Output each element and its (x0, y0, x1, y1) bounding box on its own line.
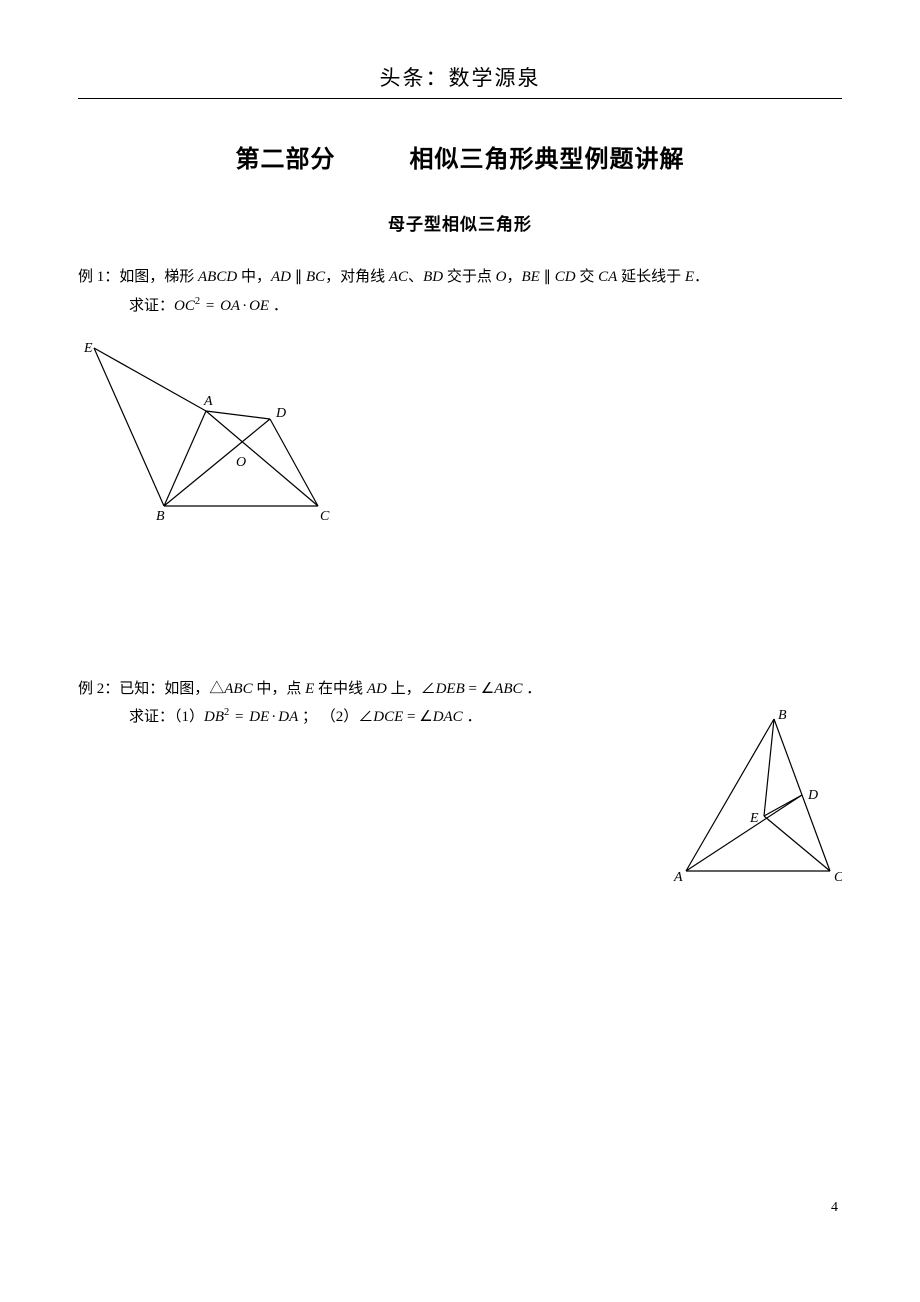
svg-text:B: B (778, 709, 787, 723)
p2-feq2: = ∠ (403, 709, 432, 725)
p2-m1: 中，点 (253, 681, 306, 697)
p1-m5: 交 (576, 269, 599, 285)
section-title-part2: 相似三角形典型例题讲解 (410, 147, 685, 173)
problem-2-text: 例 2：已知：如图，△ABC 中，点 E 在中线 AD 上，∠DEB = ∠AB… (78, 675, 672, 732)
p1-prove-end: ． (269, 298, 288, 314)
problem-1-prove: 求证：OC2 = OA·OE ． (78, 292, 842, 321)
problem-2-row: 例 2：已知：如图，△ABC 中，点 E 在中线 AD 上，∠DEB = ∠AB… (78, 675, 842, 900)
p1-m3: 交于点 (443, 269, 496, 285)
svg-text:A: A (203, 394, 213, 409)
header-text: 头条：数学源泉 (380, 66, 541, 90)
p2-mid: ； （2） (298, 709, 358, 725)
svg-text:A: A (673, 870, 683, 885)
p2-abc2: ABC (494, 681, 522, 697)
p1-ad: AD (271, 269, 291, 285)
page: 头条：数学源泉 第二部分 相似三角形典型例题讲解 母子型相似三角形 例 1：如图… (0, 0, 920, 1302)
p2-ang1: ∠ (421, 681, 436, 697)
p1-cd: CD (555, 269, 576, 285)
p1-sep: 、 (408, 269, 423, 285)
p1-e: E (685, 269, 694, 285)
problem-2: 例 2：已知：如图，△ABC 中，点 E 在中线 AD 上，∠DEB = ∠AB… (78, 675, 842, 900)
problem-1: 例 1：如图，梯形 ABCD 中，AD ∥ BC，对角线 AC、BD 交于点 O… (78, 263, 842, 535)
p2-m2: 在中线 (314, 681, 367, 697)
svg-text:B: B (156, 509, 165, 524)
svg-text:D: D (807, 788, 818, 803)
figure-2-svg: A B C D E (672, 709, 842, 889)
p2-pre: 例 2：已知：如图，△ (78, 681, 224, 697)
p1-bc: BC (306, 269, 325, 285)
p2-db: DB (204, 709, 224, 725)
p1-formula: OC2 = OA·OE (174, 298, 269, 314)
p2-da: DA (278, 709, 298, 725)
problem-2-statement: 例 2：已知：如图，△ABC 中，点 E 在中线 AD 上，∠DEB = ∠AB… (78, 675, 672, 704)
p2-end1: ． (523, 681, 542, 697)
p2-abc: ABC (224, 681, 252, 697)
p2-e: E (305, 681, 314, 697)
section-title: 第二部分 相似三角形典型例题讲解 (78, 139, 842, 174)
svg-text:D: D (275, 406, 286, 421)
p1-ca: CA (598, 269, 617, 285)
p2-prove-pre: 求证：（1） (129, 709, 204, 725)
figure-1-svg: E A D O B C (82, 334, 342, 524)
figure-1: E A D O B C (82, 334, 842, 535)
p2-ad: AD (367, 681, 387, 697)
page-header: 头条：数学源泉 (78, 62, 842, 92)
svg-text:E: E (83, 341, 93, 356)
p1-o: O (496, 269, 507, 285)
p2-m3: 上， (387, 681, 421, 697)
p1-m1: 中， (237, 269, 271, 285)
p2-eq1: = ∠ (465, 681, 494, 697)
p2-de: DE (249, 709, 269, 725)
p1-oa: OA (220, 298, 240, 314)
svg-text:E: E (749, 811, 759, 826)
p1-m4: ， (506, 269, 521, 285)
page-number: 4 (831, 1200, 838, 1216)
p2-deb: DEB (436, 681, 465, 697)
p1-par1: ∥ (291, 269, 306, 285)
header-divider (78, 98, 842, 99)
p1-be: BE (521, 269, 539, 285)
problem-2-prove: 求证：（1）DB2 = DE·DA ； （2）∠DCE = ∠DAC ． (78, 703, 672, 732)
figure-2: A B C D E (672, 709, 842, 900)
svg-text:C: C (834, 870, 842, 885)
p1-par2: ∥ (540, 269, 555, 285)
p1-oc: OC (174, 298, 195, 314)
p1-eq: = (200, 298, 220, 314)
p1-oe: OE (249, 298, 269, 314)
p2-ang2: ∠ (358, 709, 373, 725)
p2-dac: DAC (433, 709, 463, 725)
p1-prove-pre: 求证： (129, 298, 174, 314)
p2-end2: ． (463, 709, 482, 725)
p1-m2: ，对角线 (325, 269, 389, 285)
p2-formula1: DB2 = DE·DA (204, 709, 298, 725)
svg-text:C: C (320, 509, 330, 524)
p1-pre: 例 1：如图，梯形 (78, 269, 198, 285)
p1-ac: AC (389, 269, 408, 285)
p1-abcd: ABCD (198, 269, 237, 285)
p1-dot: · (240, 298, 249, 314)
section-title-part1: 第二部分 (236, 147, 336, 173)
problem-1-statement: 例 1：如图，梯形 ABCD 中，AD ∥ BC，对角线 AC、BD 交于点 O… (78, 263, 842, 292)
svg-text:O: O (236, 455, 246, 470)
p1-end: ． (694, 269, 709, 285)
subsection-title: 母子型相似三角形 (78, 210, 842, 235)
p2-dce: DCE (373, 709, 403, 725)
p1-m6: 延长线于 (617, 269, 685, 285)
p2-feq1: = (229, 709, 249, 725)
p1-bd: BD (423, 269, 443, 285)
p2-dot: · (269, 709, 278, 725)
